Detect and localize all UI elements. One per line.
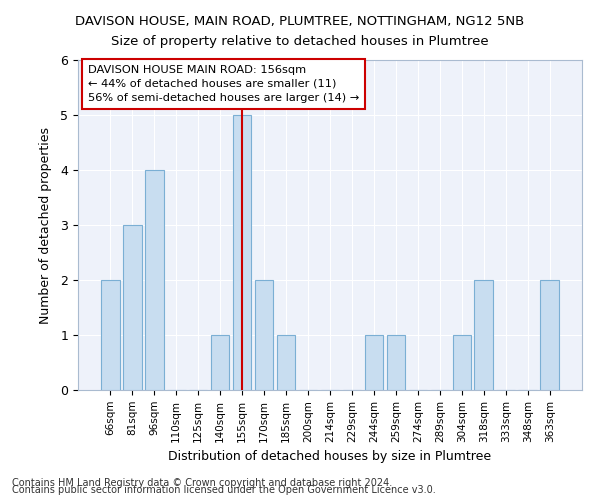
Bar <box>123 225 142 390</box>
Bar <box>452 335 471 390</box>
Text: Size of property relative to detached houses in Plumtree: Size of property relative to detached ho… <box>111 35 489 48</box>
Bar <box>541 280 559 390</box>
Text: Contains public sector information licensed under the Open Government Licence v3: Contains public sector information licen… <box>12 485 436 495</box>
Bar <box>211 335 229 390</box>
X-axis label: Distribution of detached houses by size in Plumtree: Distribution of detached houses by size … <box>169 450 491 463</box>
Bar <box>233 115 251 390</box>
Bar <box>145 170 164 390</box>
Bar <box>475 280 493 390</box>
Bar <box>277 335 295 390</box>
Bar <box>386 335 405 390</box>
Y-axis label: Number of detached properties: Number of detached properties <box>39 126 52 324</box>
Bar <box>365 335 383 390</box>
Bar <box>255 280 274 390</box>
Text: Contains HM Land Registry data © Crown copyright and database right 2024.: Contains HM Land Registry data © Crown c… <box>12 478 392 488</box>
Bar <box>101 280 119 390</box>
Text: DAVISON HOUSE, MAIN ROAD, PLUMTREE, NOTTINGHAM, NG12 5NB: DAVISON HOUSE, MAIN ROAD, PLUMTREE, NOTT… <box>76 15 524 28</box>
Text: DAVISON HOUSE MAIN ROAD: 156sqm
← 44% of detached houses are smaller (11)
56% of: DAVISON HOUSE MAIN ROAD: 156sqm ← 44% of… <box>88 65 359 103</box>
